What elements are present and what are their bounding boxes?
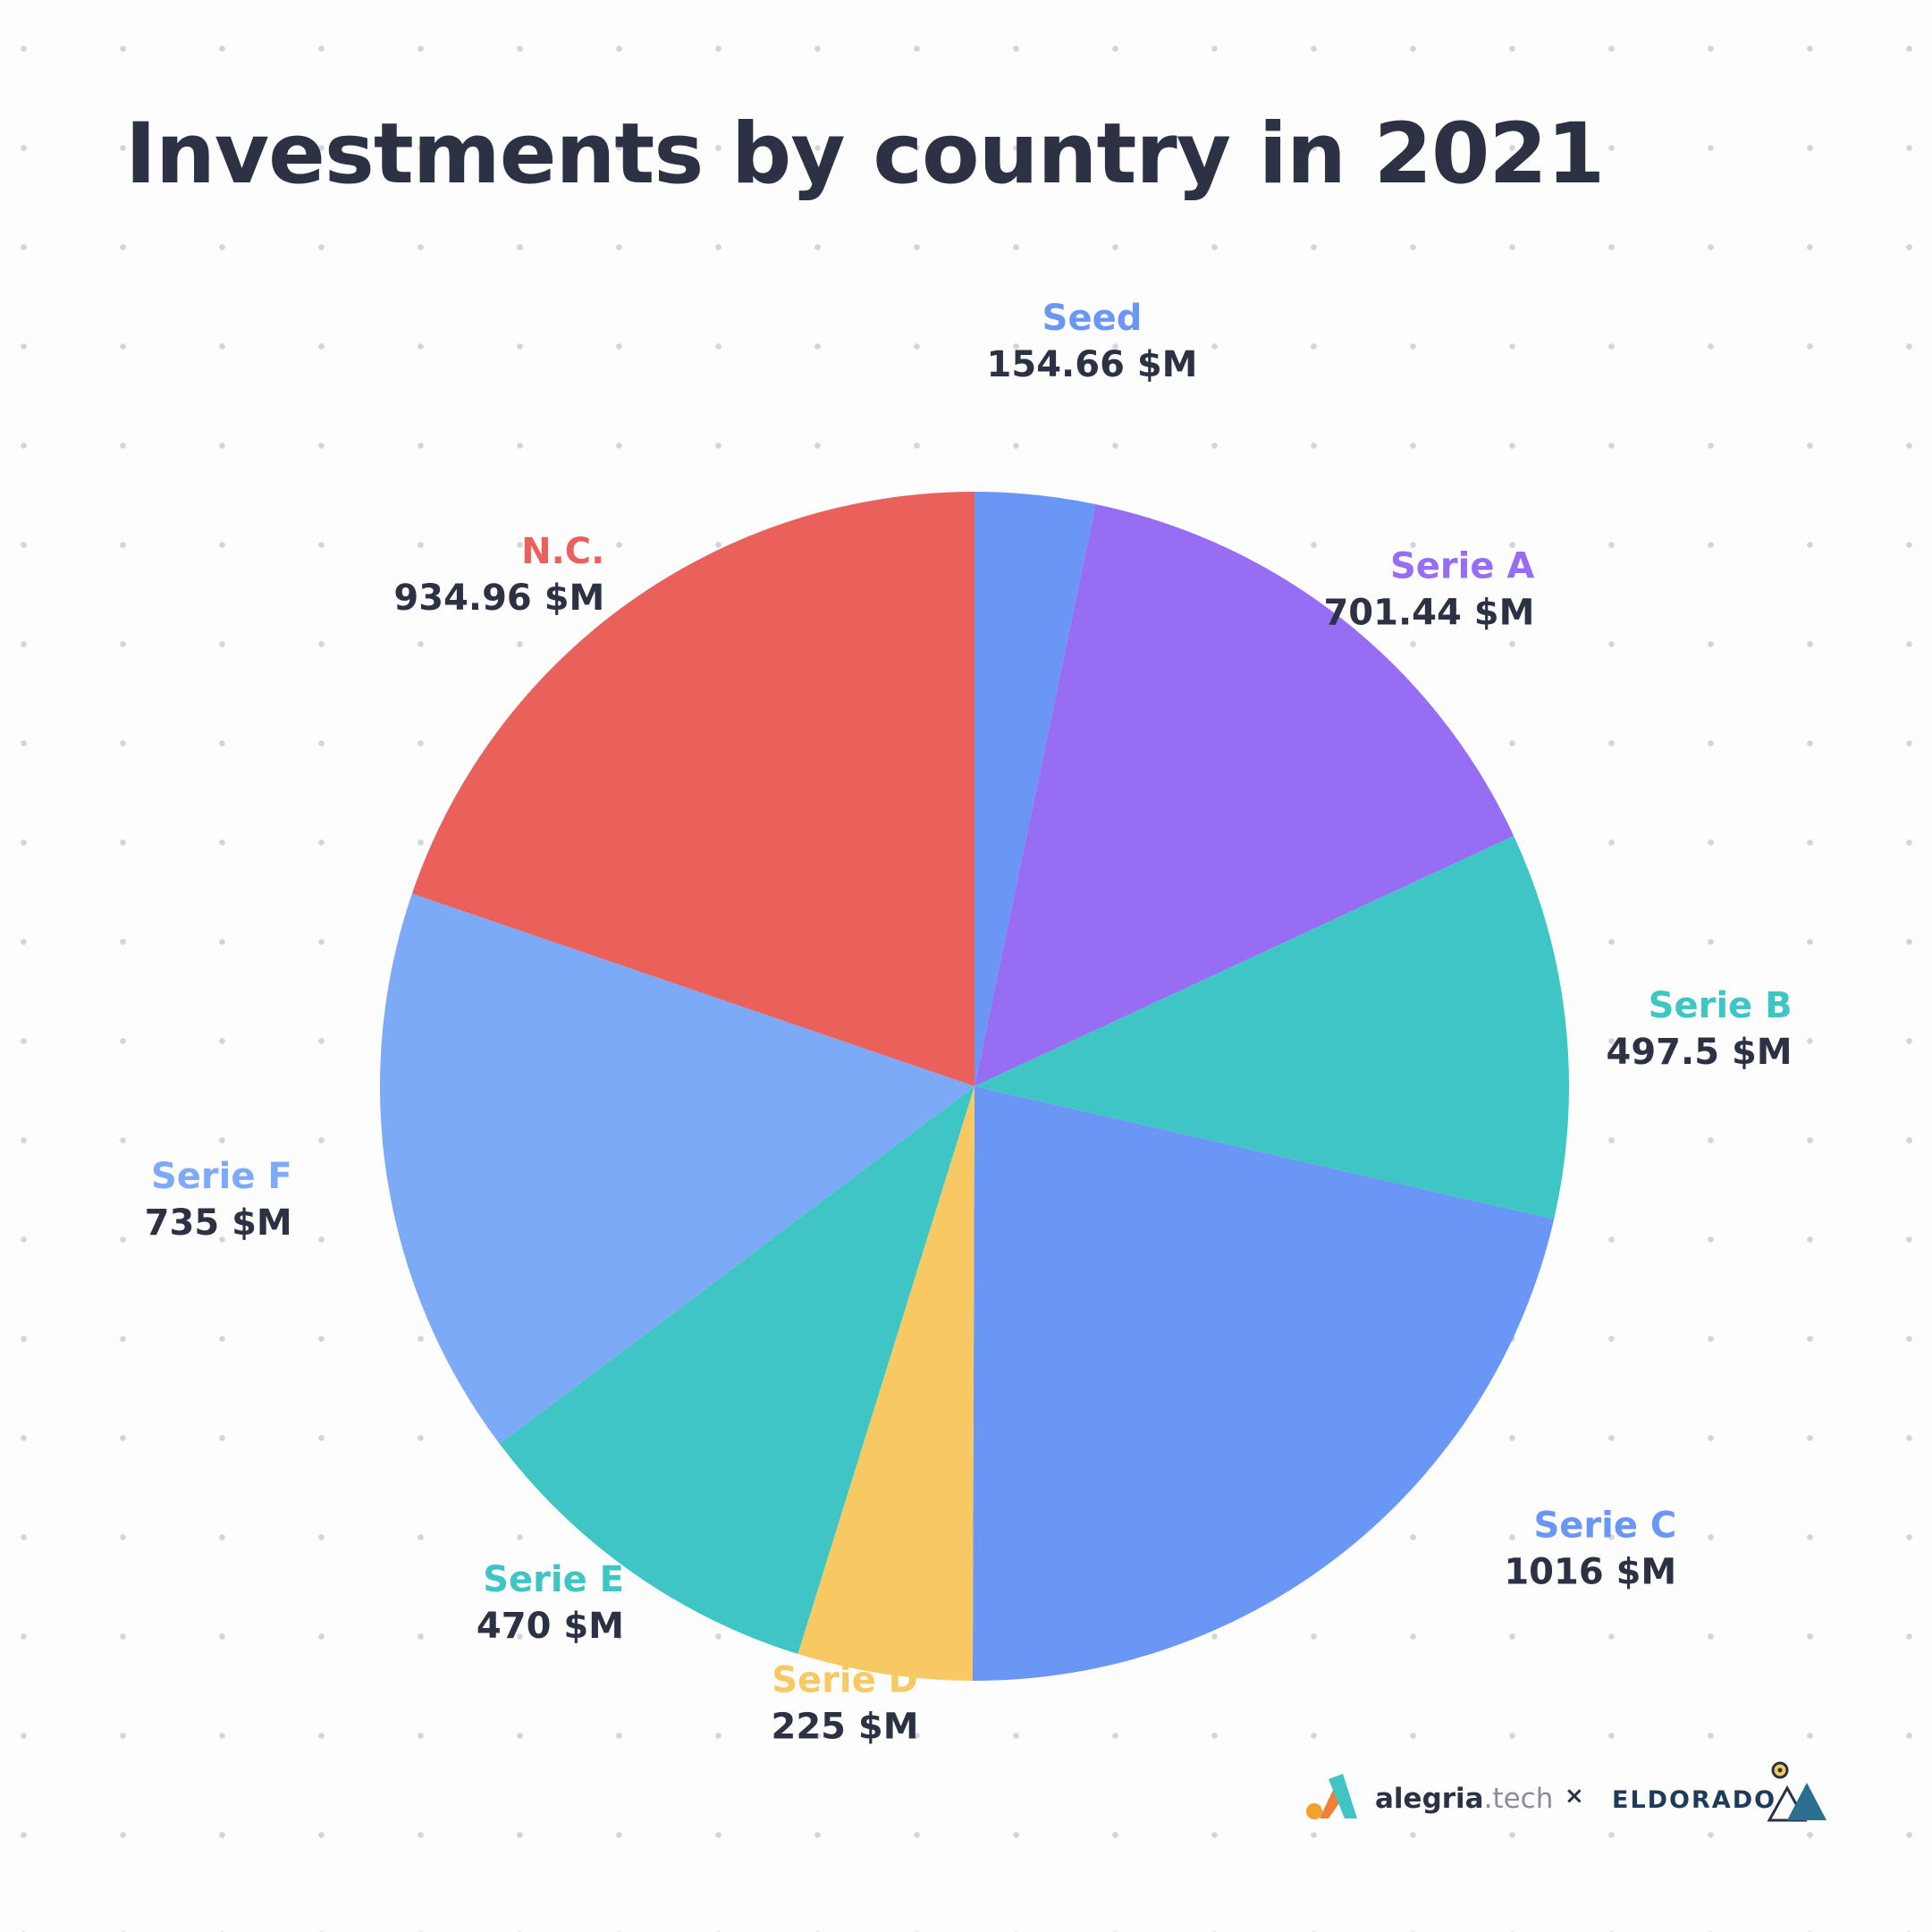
- alegria-word-bold: alegria: [1375, 1783, 1484, 1815]
- slice-label-serie-a: Serie A: [1390, 545, 1534, 586]
- slice-label-serie-d: Serie D: [772, 1660, 918, 1701]
- chart-title: Investments by country in 2021: [125, 105, 1605, 203]
- eldorado-wordmark: ELDORADO: [1612, 1786, 1777, 1814]
- slice-label-n-c: N.C.: [521, 531, 604, 572]
- slice-value-seed: 154.66 $M: [987, 344, 1198, 385]
- alegria-logo-icon: [1306, 1774, 1357, 1819]
- brand-separator: ×: [1565, 1783, 1584, 1810]
- slice-label-serie-e: Serie E: [483, 1559, 624, 1600]
- slice-label-seed: Seed: [1042, 298, 1143, 339]
- slice-label-serie-f: Serie F: [151, 1156, 292, 1197]
- pie-slice-serie-e: [499, 1086, 974, 1654]
- eldorado-logo-icon: [1767, 1761, 1827, 1822]
- slice-value-serie-e: 470 $M: [477, 1606, 624, 1647]
- pie-slice-serie-d: [797, 1086, 974, 1681]
- pie-slice-serie-f: [379, 893, 974, 1445]
- pie-slice-seed: [974, 492, 1096, 1086]
- slice-value-serie-d: 225 $M: [771, 1707, 918, 1748]
- slice-value-serie-c: 1016 $M: [1504, 1551, 1676, 1592]
- slice-value-n-c: 934.96 $M: [393, 578, 604, 619]
- slice-value-serie-f: 735 $M: [145, 1202, 292, 1244]
- footer-branding: alegria.tech × ELDORADO: [1303, 1761, 1840, 1833]
- alegria-word-light: .tech: [1483, 1783, 1554, 1815]
- pie-slice-serie-c: [972, 1086, 1555, 1682]
- slice-label-serie-c: Serie C: [1533, 1505, 1676, 1546]
- pie-slice-serie-a: [974, 503, 1514, 1086]
- pie-slices: [379, 492, 1569, 1682]
- pie-slice-n-c: [411, 492, 974, 1086]
- pie-slice-serie-b: [974, 835, 1569, 1219]
- slice-value-serie-a: 701.44 $M: [1323, 592, 1534, 633]
- slice-value-serie-b: 497.5 $M: [1607, 1032, 1793, 1073]
- slice-label-serie-b: Serie B: [1649, 985, 1793, 1026]
- pie-labels: Seed 154.66 $M Serie A 701.44 $M Serie B 497.…: [145, 298, 1793, 1748]
- alegria-wordmark: alegria.tech: [1375, 1783, 1553, 1815]
